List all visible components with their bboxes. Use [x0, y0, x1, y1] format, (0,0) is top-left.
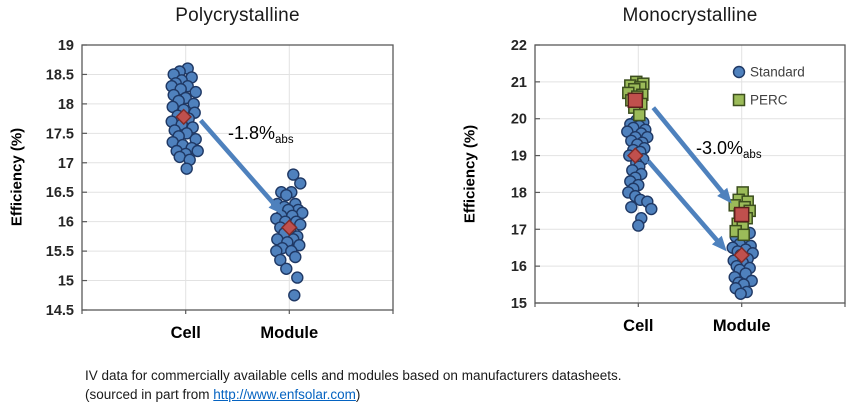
mean-marker	[175, 108, 192, 126]
x-category-label: Cell	[623, 317, 653, 335]
mean-marker	[627, 147, 644, 164]
standard-data-point	[625, 200, 638, 214]
legend-label: PERC	[750, 93, 788, 108]
chart-title-polycrystalline: Polycrystalline	[175, 5, 300, 26]
caption-line2-suffix: )	[355, 387, 361, 402]
y-tick-label: 18.5	[46, 67, 74, 83]
y-tick-label: 22	[511, 38, 527, 54]
standard-data-point	[180, 162, 193, 175]
standard-data-point	[274, 253, 287, 267]
y-tick-label: 15	[58, 274, 74, 290]
drop-arrow	[646, 159, 721, 244]
standard-data-point	[280, 262, 293, 275]
drop-arrow-head	[711, 235, 727, 252]
x-category-label: Module	[260, 324, 318, 342]
standard-data-point	[645, 202, 658, 216]
delta-annotation: -1.8%abs	[228, 123, 294, 146]
perc-data-point	[737, 228, 750, 242]
y-tick-label: 17	[58, 156, 74, 172]
legend-label: Standard	[750, 65, 805, 80]
y-tick-label: 19	[511, 149, 527, 165]
enfsolar-link[interactable]: http://www.enfsolar.com	[213, 387, 356, 402]
y-tick-label: 16	[58, 215, 74, 231]
chart-monocrystalline: Monocrystalline Efficiency (%) 15 16 17 18 1…	[430, 0, 860, 352]
perc-data-point	[633, 108, 646, 122]
y-tick-label: 18	[511, 185, 527, 201]
standard-data-point	[191, 144, 204, 158]
standard-data-point	[294, 218, 307, 231]
caption-line2-prefix: (sourced in part from	[85, 387, 214, 402]
standard-data-point	[288, 289, 301, 302]
y-tick-label: 19	[58, 38, 74, 54]
mean-marker	[627, 92, 644, 109]
y-tick-label: 14.5	[46, 303, 74, 319]
y-tick-label: 17.5	[46, 126, 74, 142]
drop-arrow-head	[268, 199, 284, 215]
chart-polycrystalline: Polycrystalline Efficiency (%) 14.5 15 15.…	[0, 0, 430, 352]
standard-data-point	[734, 287, 747, 300]
plot-border	[534, 44, 846, 304]
standard-data-point	[280, 188, 293, 202]
y-tick-label: 17	[511, 222, 527, 238]
y-tick-label: 21	[511, 75, 527, 91]
x-category-label: Cell	[171, 324, 201, 342]
legend-standard-marker	[732, 65, 746, 79]
y-tick-label: 16	[511, 259, 527, 275]
plot-border	[81, 44, 394, 311]
mean-marker	[281, 219, 298, 236]
x-category-label: Module	[713, 317, 771, 335]
y-tick-label: 15.5	[46, 244, 74, 260]
legend-perc-marker	[732, 93, 746, 107]
drop-arrow	[651, 106, 726, 196]
caption-line1: IV data for commercially available cells…	[85, 368, 622, 383]
caption-line2: (sourced in part from http://www.enfsola…	[85, 385, 622, 404]
polycrystalline-plot: 14.5 15 15.5 16 16.5 17 17.5 18 18.5 19 Cell Module…	[46, 38, 394, 342]
delta-annotation: -3.0%abs	[696, 138, 762, 161]
drop-arrow	[198, 118, 278, 208]
y-tick-label: 18	[58, 97, 74, 113]
monocrystalline-plot: 15 16 17 18 19 20 21 22 Cell Module -3.0%abs Standa…	[511, 38, 846, 335]
drop-arrow-head	[717, 187, 732, 204]
standard-data-point	[632, 219, 645, 232]
chart-title-monocrystalline: Monocrystalline	[622, 5, 758, 26]
y-tick-label: 16.5	[46, 185, 74, 201]
standard-data-point	[287, 168, 300, 181]
y-tick-label: 15	[511, 296, 527, 312]
standard-data-point	[289, 250, 302, 264]
standard-data-point	[189, 85, 202, 99]
standard-data-point	[291, 271, 304, 284]
mean-marker	[733, 246, 750, 264]
figure-caption: IV data for commercially available cells…	[85, 366, 622, 404]
standard-data-point	[173, 150, 186, 164]
standard-data-point	[294, 177, 307, 190]
mean-marker	[733, 206, 750, 223]
y-tick-label: 20	[511, 112, 527, 128]
